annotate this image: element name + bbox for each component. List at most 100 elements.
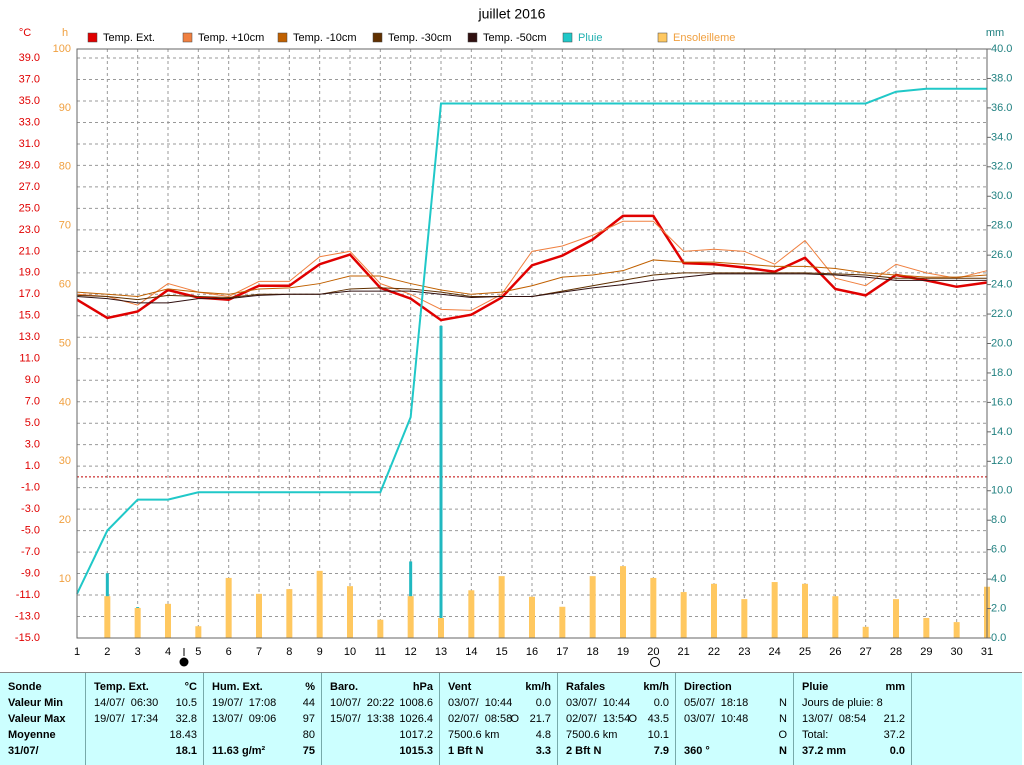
x-tick-label: 22 [708, 646, 720, 658]
y-tick-label: 15.0 [19, 310, 40, 322]
x-tick-label: 13 [435, 646, 447, 658]
table-cell: hPa [412, 681, 433, 693]
sunshine-bar [529, 596, 535, 638]
y3-tick-label: 38.0 [991, 72, 1012, 84]
table-column: Sonde Valeur Min Valeur Max Moyenne 31/07/ [0, 673, 86, 765]
sunshine-bar [316, 570, 323, 638]
table-cell: N [779, 697, 787, 709]
table-cell: 0.0 [889, 745, 905, 757]
x-tick-label: 14 [465, 646, 477, 658]
y2-tick-label: 80 [59, 161, 71, 173]
legend-label: Ensoleilleme [673, 32, 735, 44]
y-tick-label: 39.0 [19, 52, 40, 64]
sunshine-bar [256, 593, 262, 638]
table-cell: 13/07/ 09:06 [212, 713, 277, 725]
legend-swatch [87, 32, 98, 43]
table-cell: 02/07/ 08:58 [448, 713, 513, 725]
table-column: Baro. hPa 10/07/ 20:22 1008.6 15/07/ 13:38 10… [322, 673, 440, 765]
y-tick-label: -5.0 [21, 525, 40, 537]
sunshine-bar [407, 596, 414, 638]
y2-tick-label: 50 [59, 337, 71, 349]
legend-label: Temp. Ext. [103, 32, 155, 44]
sunshine-bar [832, 596, 839, 638]
table-cell: N [779, 713, 787, 725]
table-cell: 02/07/ 13:54 [566, 713, 631, 725]
chart: juillet 2016 °C h mm -15.0 -13.0 -11.0 -9.0… [15, 6, 1012, 667]
x-tick-label: 15 [496, 646, 508, 658]
y2-tick-label: 30 [59, 455, 71, 467]
series-line [76, 220, 988, 311]
table-cell: Sonde [8, 681, 42, 693]
table-cell: 7500.6 km [566, 729, 618, 741]
sunshine-bar [862, 626, 869, 638]
y-tick-label: 17.0 [19, 288, 40, 300]
y3-tick-label: 18.0 [991, 367, 1012, 379]
table-cell: 1 Bft N [448, 745, 484, 757]
table-cell: 21.7 [529, 713, 551, 725]
y-tick-label: -1.0 [21, 482, 40, 494]
table-cell: 05/07/ 18:18 [684, 697, 749, 709]
table-cell: Hum. Ext. [212, 681, 263, 693]
table-cell: 13/07/ 08:54 [802, 713, 867, 725]
legend-swatch [657, 32, 668, 43]
table-cell: Pluie [802, 681, 829, 693]
table-cell: km/h [525, 681, 551, 693]
table-column: Vent km/h 03/07/ 10:44 0.0 02/07/ 08:58 O 21.7… [440, 673, 558, 765]
y2-unit: h [62, 27, 68, 39]
table-cell: 10.5 [175, 697, 197, 709]
plot-frame [76, 48, 988, 639]
y2-tick-label: 10 [59, 573, 71, 585]
x-tick-label: 4 [165, 646, 171, 658]
table-cell: O [510, 713, 519, 725]
sunshine-bar [134, 607, 141, 638]
x-tick-label: 5 [195, 646, 201, 658]
x-tick-label: 26 [829, 646, 841, 658]
new-moon [179, 657, 189, 667]
y-tick-label: 33.0 [19, 116, 40, 128]
y-tick-label: 3.0 [25, 439, 40, 451]
chart-title: juillet 2016 [478, 6, 546, 22]
legend-swatch [277, 32, 288, 43]
sunshine-bar [559, 606, 566, 638]
x-tick-label: 1 [74, 646, 80, 658]
table-cell: Valeur Min [8, 697, 64, 709]
table-cell: Jours de pluie: 8 [802, 697, 883, 709]
y2-tick-label: 100 [53, 43, 71, 55]
y2-tick-label: 20 [59, 514, 71, 526]
y-tick-label: 35.0 [19, 95, 40, 107]
sunshine-bar [498, 576, 505, 638]
x-tick-label: 12 [405, 646, 417, 658]
y2-tick-label: 90 [59, 102, 71, 114]
y3-tick-label: 10.0 [991, 485, 1012, 497]
legend-swatch [467, 32, 478, 43]
table-cell: 18.1 [175, 745, 197, 757]
table-cell: 1008.6 [399, 697, 433, 709]
y3-tick-label: 28.0 [991, 220, 1012, 232]
table-cell: 31/07/ [8, 745, 39, 757]
y-tick-label: -3.0 [21, 503, 40, 515]
x-tick-label: 20 [647, 646, 659, 658]
table-cell: O [628, 713, 637, 725]
y3-tick-label: 34.0 [991, 131, 1012, 143]
y-tick-label: 13.0 [19, 331, 40, 343]
series-line [76, 214, 988, 322]
table-cell: 03/07/ 10:44 [566, 697, 631, 709]
y3-unit: mm [986, 27, 1004, 39]
table-cell: Valeur Max [8, 713, 66, 725]
y-tick-label: -9.0 [21, 567, 40, 579]
table-column: Temp. Ext. °C 14/07/ 06:30 10.5 19/07/ 17:34… [86, 673, 204, 765]
table-cell: Rafales [566, 681, 606, 693]
table-cell: 10/07/ 20:22 [330, 697, 395, 709]
table-cell: 97 [302, 713, 315, 725]
x-tick-label: 7 [256, 646, 262, 658]
y-tick-label: -13.0 [15, 610, 40, 622]
table-cell: 37.2 [883, 729, 905, 741]
table-column: Direction 05/07/ 18:18 N 03/07/ 10:48 N O 360 … [676, 673, 794, 765]
y-tick-label: -7.0 [21, 546, 40, 558]
y3-tick-label: 40.0 [991, 43, 1012, 55]
table-cell: Vent [448, 681, 472, 693]
x-tick-label: 27 [860, 646, 872, 658]
table-cell: % [305, 681, 315, 693]
table-cell: 10.1 [647, 729, 669, 741]
